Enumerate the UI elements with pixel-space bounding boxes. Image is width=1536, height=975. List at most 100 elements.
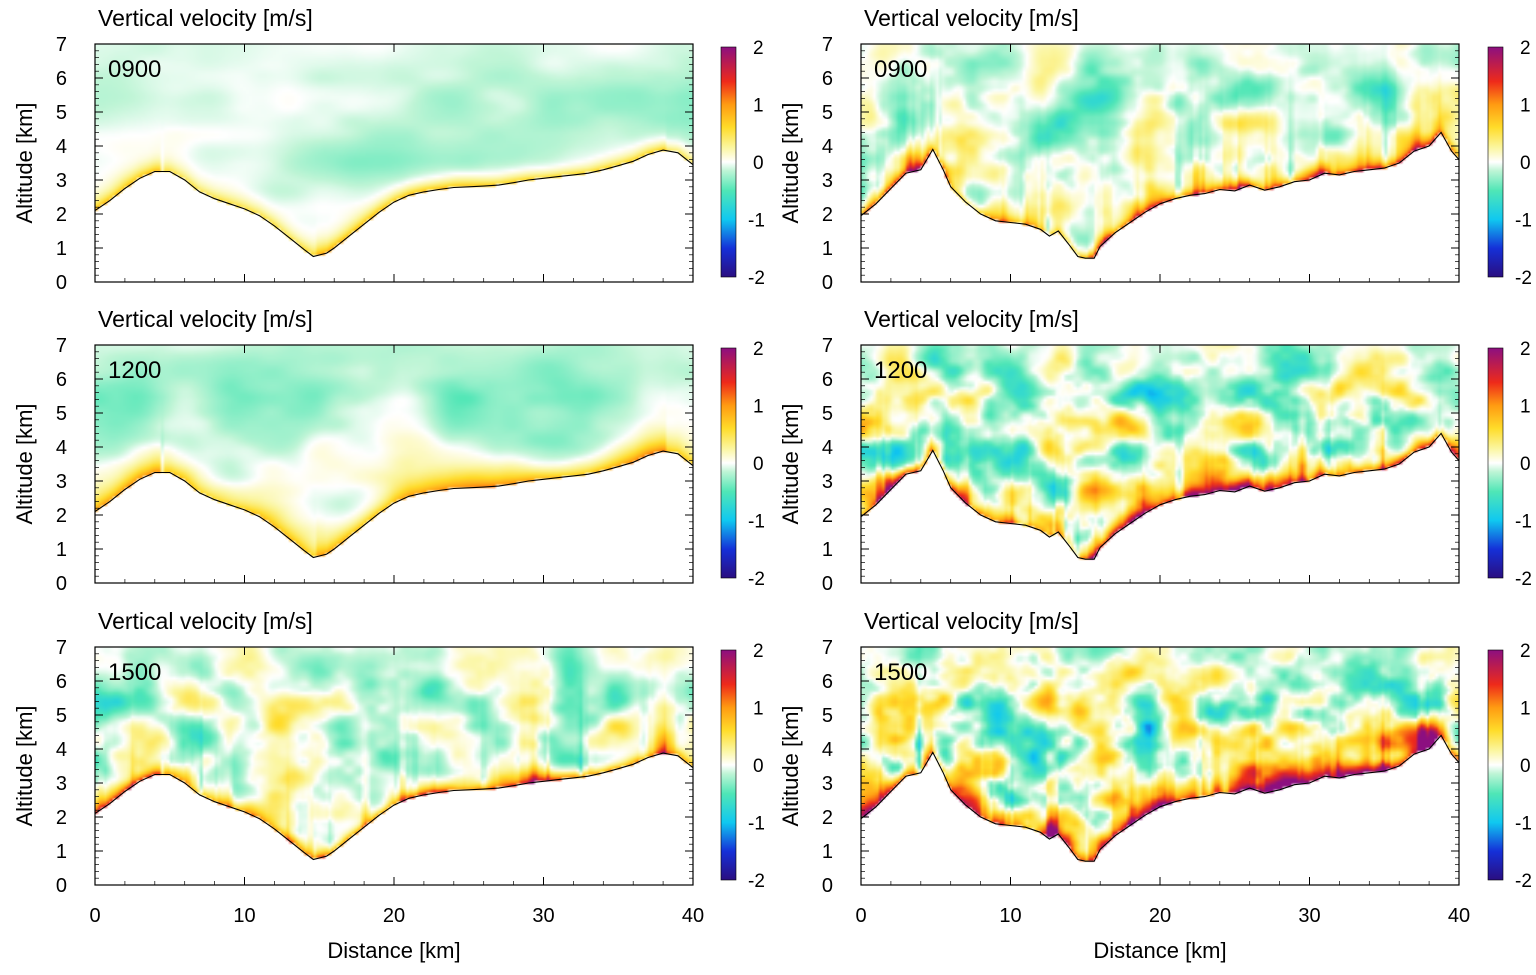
time-label: 1200 [874,357,927,384]
colorbar [720,46,737,278]
terrain-line [94,450,694,559]
xtick-label: 40 [1448,905,1470,927]
colorbar-tick-label: 1 [1520,96,1531,117]
xtick-label: 40 [682,905,704,927]
terrain-line [94,149,694,258]
ytick-label: 7 [822,335,833,357]
colorbar-tick-label: -2 [748,268,765,289]
colorbar-tick-label: 1 [753,699,764,720]
ylabel: Altitude [km] [778,403,803,524]
colorbar-tick-label: -2 [748,871,765,892]
colorbar [1487,649,1504,881]
ytick-label: 3 [822,471,833,493]
velocity-field [95,647,693,885]
velocity-field [861,345,1459,583]
ytick-label: 3 [822,773,833,795]
colorbar-tick-label: 1 [1520,397,1531,418]
colorbar-tick-label: 2 [1520,339,1531,360]
ytick-label: 5 [56,102,67,124]
ytick-label: 6 [822,369,833,391]
ytick-label: 6 [56,671,67,693]
ytick-label: 3 [56,773,67,795]
colorbar-tick-label: 2 [1520,38,1531,59]
ytick-label: 5 [56,403,67,425]
ytick-label: 2 [822,807,833,829]
colorbar-tick-label: 0 [1520,756,1531,777]
ylabel: Altitude [km] [778,705,803,826]
velocity-field [861,44,1459,282]
ytick-label: 4 [56,437,67,459]
ytick-label: 1 [822,841,833,863]
ytick-label: 3 [822,170,833,192]
panel-0900-right: Vertical velocity [m/s] 0 1 2 3 4 5 6 7 Altitude … [778,5,1532,294]
ytick-label: 4 [822,739,833,761]
colorbar-tick-label: -1 [748,211,765,232]
ytick-label: 7 [822,637,833,659]
panel-1200-right: Vertical velocity [m/s] 0 1 2 3 4 5 6 7 Altitude … [778,306,1532,595]
xtick-label: 30 [532,905,554,927]
xtick-label: 10 [233,905,255,927]
velocity-field [95,44,693,282]
colorbar-tick-label: -2 [1515,871,1532,892]
colorbar-tick-label: 2 [1520,641,1531,662]
ylabel: Altitude [km] [12,102,37,223]
colorbar-tick-label: -1 [748,512,765,533]
ytick-label: 4 [822,136,833,158]
panel-title: Vertical velocity [m/s] [864,608,1079,634]
terrain-line [860,432,1460,560]
terrain-line [94,752,694,861]
ytick-label: 0 [56,875,67,897]
colorbar-tick-label: 2 [753,641,764,662]
colorbar-tick-label: -1 [748,814,765,835]
xlabel: Distance [km] [1093,938,1226,963]
ytick-label: 7 [56,335,67,357]
ytick-label: 5 [822,705,833,727]
panel-title: Vertical velocity [m/s] [98,5,313,31]
xlabel: Distance [km] [327,938,460,963]
ytick-label: 2 [56,807,67,829]
ytick-label: 0 [822,272,833,294]
ytick-label: 3 [56,471,67,493]
colorbar-tick-label: 0 [1520,153,1531,174]
ytick-label: 4 [56,739,67,761]
colorbar-tick-label: 0 [753,454,764,475]
panel-title: Vertical velocity [m/s] [98,306,313,332]
ytick-label: 2 [56,204,67,226]
ytick-label: 5 [822,102,833,124]
ylabel: Altitude [km] [12,705,37,826]
time-label: 0900 [874,56,927,83]
colorbar [1487,46,1504,278]
ytick-label: 6 [56,369,67,391]
time-label: 1200 [108,357,161,384]
ytick-label: 0 [822,875,833,897]
ytick-label: 7 [56,34,67,56]
colorbar-tick-label: -1 [1515,814,1532,835]
ytick-label: 3 [56,170,67,192]
terrain-line [860,734,1460,862]
panel-title: Vertical velocity [m/s] [98,608,313,634]
panel-title: Vertical velocity [m/s] [864,5,1079,31]
ytick-label: 0 [822,573,833,595]
ytick-label: 0 [56,573,67,595]
colorbar-tick-label: -1 [1515,512,1532,533]
ytick-label: 6 [822,68,833,90]
xtick-label: 30 [1298,905,1320,927]
time-label: 0900 [108,56,161,83]
colorbar-tick-label: 0 [753,153,764,174]
colorbar-tick-label: 1 [753,397,764,418]
ytick-label: 1 [56,539,67,561]
colorbar-tick-label: 0 [753,756,764,777]
ytick-label: 5 [822,403,833,425]
colorbar-tick-label: 0 [1520,454,1531,475]
ytick-label: 1 [56,238,67,260]
colorbar [720,649,737,881]
xtick-label: 20 [1149,905,1171,927]
ytick-label: 0 [56,272,67,294]
xtick-label: 20 [383,905,405,927]
ytick-label: 7 [56,637,67,659]
colorbar-tick-label: -2 [748,569,765,590]
colorbar-tick-label: 2 [753,339,764,360]
